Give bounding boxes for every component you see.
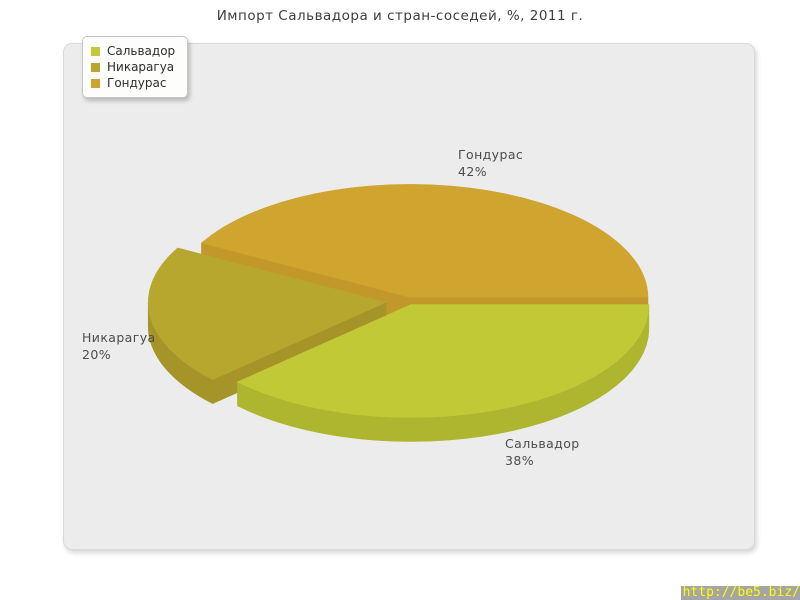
- legend-label: Гондурас: [107, 76, 167, 90]
- legend-label: Никарагуа: [107, 60, 175, 74]
- legend-swatch-icon: [91, 46, 100, 56]
- legend-swatch-icon: [91, 78, 100, 88]
- slice-label-2: Гондурас 42%: [458, 147, 523, 180]
- slice-label-name: Никарагуа: [82, 330, 156, 345]
- legend-item-1[interactable]: Никарагуа: [91, 59, 175, 75]
- pie-slice-1[interactable]: [147, 247, 387, 380]
- pie-slice-0[interactable]: [236, 304, 650, 418]
- slice-label-0: Сальвадор 38%: [505, 436, 580, 469]
- chart-title: Импорт Сальвадора и стран-соседей, %, 20…: [216, 8, 584, 24]
- slice-label-value: 38%: [505, 452, 534, 468]
- slice-label-value: 20%: [82, 346, 111, 362]
- slice-label-name: Гондурас: [458, 147, 524, 162]
- slice-label-1: Никарагуа 20%: [82, 330, 156, 363]
- slice-label-name: Сальвадор: [505, 436, 580, 451]
- legend-label: Сальвадор: [107, 44, 176, 58]
- legend-item-2[interactable]: Гондурас: [91, 75, 175, 91]
- legend: Сальвадор Никарагуа Гондурас: [82, 36, 189, 98]
- legend-item-0[interactable]: Сальвадор: [91, 43, 175, 59]
- legend-swatch-icon: [91, 62, 100, 72]
- watermark-link[interactable]: http://be5.biz/: [680, 585, 800, 600]
- pie-slice-2[interactable]: [200, 184, 649, 298]
- slice-label-value: 42%: [458, 163, 487, 179]
